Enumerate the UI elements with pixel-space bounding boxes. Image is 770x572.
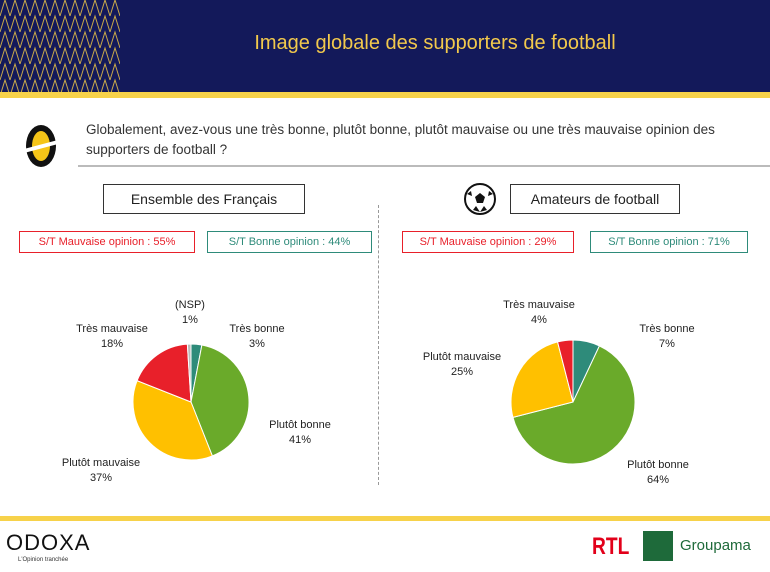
column-separator xyxy=(378,205,379,485)
label-plutot-mauvaise-right: Plutôt mauvaise 25% xyxy=(422,351,502,378)
question-underline xyxy=(78,165,770,167)
rtl-logo: RTL xyxy=(592,533,630,560)
chevron-pattern-decoration xyxy=(0,0,120,92)
summary-good-left: S/T Bonne opinion : 44% xyxy=(207,231,372,253)
label-nsp-left: (NSP) 1% xyxy=(175,299,205,326)
summary-bad-right: S/T Mauvaise opinion : 29% xyxy=(402,231,574,253)
pie-slice-tres-mauvaise xyxy=(136,343,192,403)
pie-slice-plutot-mauvaise xyxy=(132,379,214,461)
label-tres-bonne-right: Très bonne 7% xyxy=(639,323,695,350)
page-title: Image globale des supporters de football xyxy=(254,32,616,54)
pie-slice-plutot-mauvaise xyxy=(510,341,574,419)
header-banner: Image globale des supporters de football xyxy=(0,0,770,92)
odoxa-tagline: L'Opinion tranchée xyxy=(18,557,69,563)
question-text: Globalement, avez-vous une très bonne, p… xyxy=(86,122,715,157)
label-plutot-mauvaise-left: Plutôt mauvaise 37% xyxy=(61,457,141,484)
summary-good-right: S/T Bonne opinion : 71% xyxy=(590,231,748,253)
pie-slice-nsp xyxy=(186,343,192,403)
soccer-ball-icon xyxy=(464,183,496,215)
chart-title-right: Amateurs de football xyxy=(510,184,680,214)
footer-divider xyxy=(0,516,770,521)
groupama-logo-icon xyxy=(643,531,673,561)
label-tres-mauvaise-right: Très mauvaise 4% xyxy=(503,299,575,326)
summary-bad-left: S/T Mauvaise opinion : 55% xyxy=(19,231,195,253)
pie-slice-plutot-bonne xyxy=(512,345,636,465)
header-divider xyxy=(0,92,770,98)
label-tres-mauvaise-left: Très mauvaise 18% xyxy=(76,323,148,350)
label-plutot-bonne-left: Plutôt bonne 41% xyxy=(269,419,331,446)
pie-slice-plutot-bonne xyxy=(190,344,250,457)
groupama-logo-text: Groupama xyxy=(680,537,751,554)
chart-title-left: Ensemble des Français xyxy=(103,184,305,214)
label-tres-bonne-left: Très bonne 3% xyxy=(229,323,285,350)
odoxa-icon xyxy=(23,125,59,167)
label-plutot-bonne-right: Plutôt bonne 64% xyxy=(627,459,689,486)
pie-slice-tres-mauvaise xyxy=(556,339,574,403)
odoxa-logo: ODOXA xyxy=(6,530,91,555)
